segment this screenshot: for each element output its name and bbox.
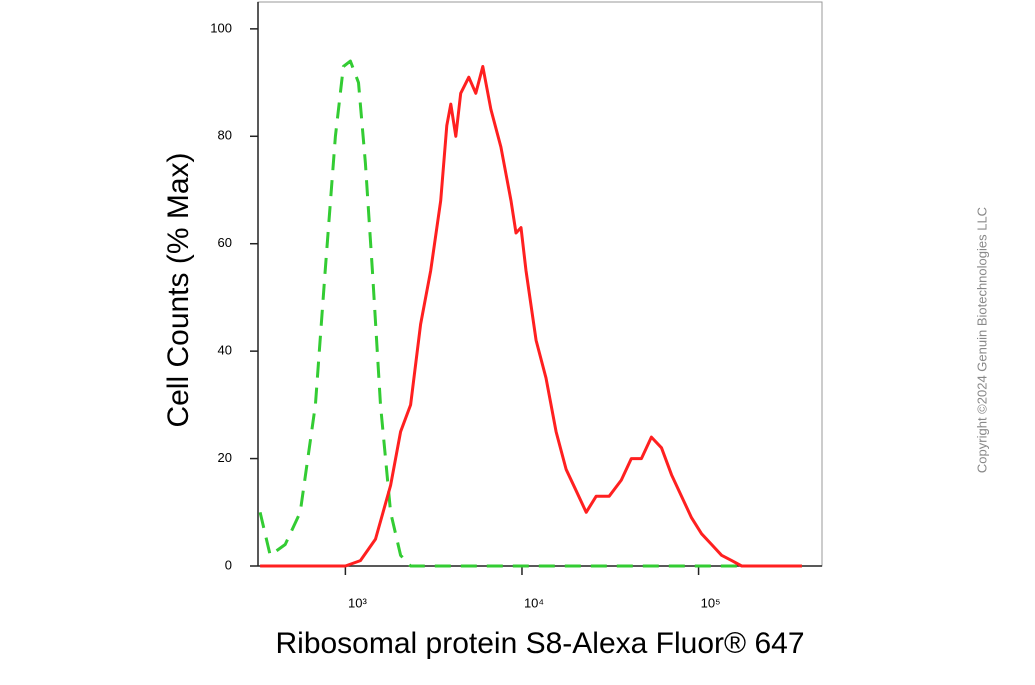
- y-axis-title: Cell Counts (% Max): [162, 152, 195, 427]
- series-line: [260, 65, 802, 568]
- y-tick-label: 80: [218, 128, 232, 143]
- x-tick-label: 10⁵: [701, 595, 721, 610]
- y-tick-label: 100: [210, 20, 232, 35]
- y-tick-label: 40: [218, 343, 232, 358]
- copyright: Copyright ©2024 Genuin Biotechnologies L…: [974, 207, 989, 473]
- y-tick-label: 20: [218, 450, 232, 465]
- x-tick-label: 10⁴: [524, 595, 544, 610]
- series-line: [258, 59, 802, 568]
- x-tick-label: 10³: [348, 595, 367, 610]
- y-tick-label: 60: [218, 235, 232, 250]
- y-tick-label: 0: [225, 557, 232, 572]
- x-axis-title: Ribosomal protein S8-Alexa Fluor® 647: [275, 627, 804, 660]
